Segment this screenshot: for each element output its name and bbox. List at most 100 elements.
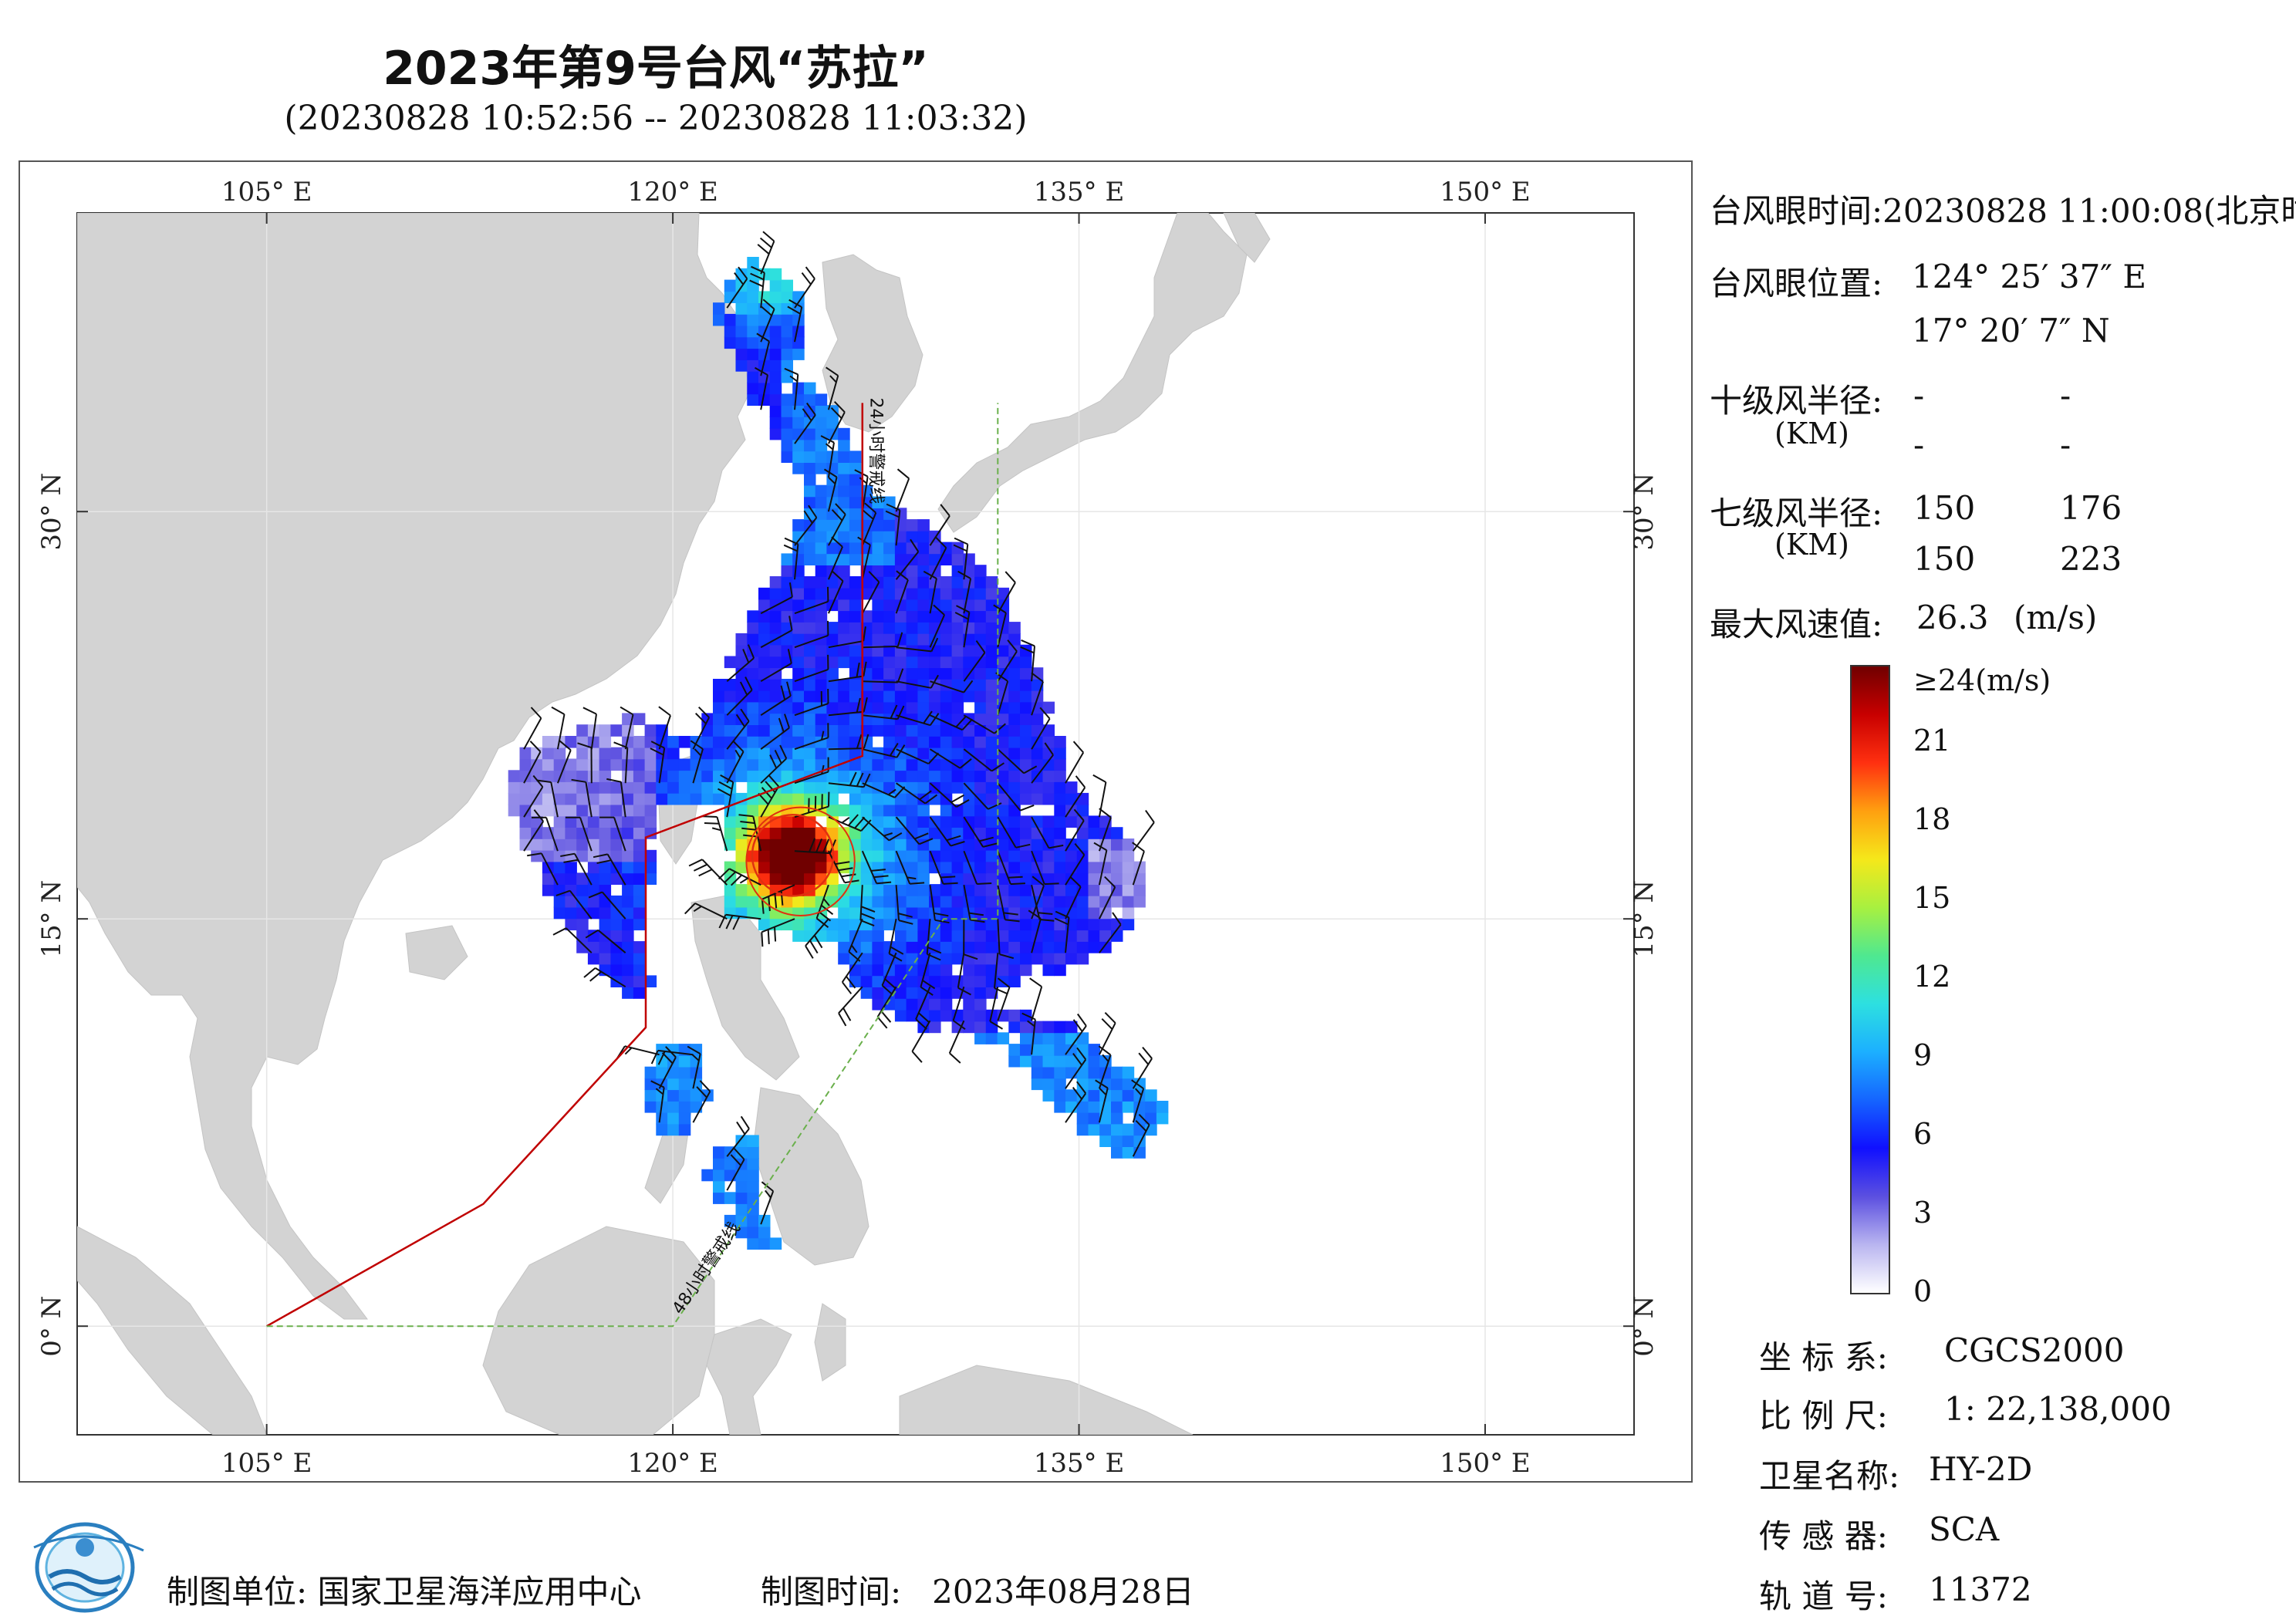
wind-cell bbox=[735, 633, 748, 646]
wind-cell bbox=[985, 987, 998, 999]
wind-barb bbox=[593, 853, 626, 886]
wind-cell bbox=[519, 804, 532, 817]
wind-cell bbox=[963, 736, 975, 748]
wind-cell bbox=[724, 1192, 737, 1204]
wind-cell bbox=[622, 975, 634, 987]
wind-barb bbox=[997, 639, 1018, 682]
wind-cell bbox=[792, 656, 805, 669]
wind-barb bbox=[552, 927, 593, 953]
wind-cell bbox=[1042, 736, 1055, 748]
wind-cell bbox=[781, 336, 793, 349]
wind-cell bbox=[633, 758, 646, 771]
wind-cell bbox=[1054, 1078, 1066, 1091]
wind-cell bbox=[860, 975, 873, 987]
wind-barb bbox=[963, 885, 985, 923]
wind-cell bbox=[883, 565, 896, 577]
wind-cell bbox=[1111, 1123, 1123, 1136]
wind-cell bbox=[951, 872, 964, 885]
wind-cell bbox=[951, 679, 964, 691]
wind-barb bbox=[920, 952, 936, 996]
hainan bbox=[405, 925, 468, 980]
wind-cell bbox=[929, 1009, 941, 1022]
colorbar-tick-label: 18 bbox=[1913, 802, 1951, 836]
wind-cell bbox=[1099, 918, 1112, 931]
wind-cell bbox=[610, 952, 623, 965]
wind-cell bbox=[826, 747, 839, 760]
wind-cell bbox=[815, 405, 828, 417]
wind-cell bbox=[519, 758, 532, 771]
wind-cell bbox=[1042, 941, 1055, 953]
wind-barb bbox=[606, 778, 626, 818]
wind-cell bbox=[735, 827, 748, 839]
wind-cell bbox=[758, 884, 771, 896]
wind-cell bbox=[1008, 701, 1021, 714]
wind-cell bbox=[769, 576, 782, 589]
wind-cell bbox=[1042, 758, 1055, 771]
wind-cell bbox=[735, 1180, 748, 1193]
wind-cell bbox=[997, 952, 1010, 965]
wind-cell bbox=[872, 587, 884, 600]
lat-label-left: 0° N bbox=[36, 1296, 67, 1357]
wind-cell bbox=[985, 930, 998, 942]
wind-cell bbox=[815, 644, 828, 657]
wind-cell bbox=[781, 279, 793, 292]
wind-cell bbox=[713, 690, 725, 703]
wind-cell bbox=[815, 861, 828, 874]
colorbar-tick-label: 21 bbox=[1913, 724, 1951, 758]
r10-value-nw: - bbox=[2060, 426, 2071, 464]
wind-cell bbox=[849, 553, 862, 565]
wind-cell bbox=[974, 633, 987, 646]
wind-cell bbox=[997, 838, 1010, 851]
wind-cell bbox=[542, 804, 555, 817]
wind-cell bbox=[826, 417, 839, 429]
wind-cell bbox=[1076, 1078, 1089, 1091]
lat-label-right: 0° N bbox=[1629, 1296, 1660, 1357]
wind-barb bbox=[726, 708, 750, 750]
wind-cell bbox=[963, 963, 975, 977]
wind-cell bbox=[622, 963, 634, 977]
wind-cell bbox=[1020, 895, 1032, 908]
wind-cell bbox=[951, 667, 964, 680]
wind-cell bbox=[1065, 792, 1078, 805]
wind-barb bbox=[692, 1080, 711, 1123]
wind-cell bbox=[838, 450, 850, 463]
wind-cell bbox=[792, 895, 805, 908]
wind-cell bbox=[656, 781, 668, 794]
wind-barb bbox=[895, 570, 909, 614]
wind-cell bbox=[667, 1089, 680, 1102]
wind-cell bbox=[1111, 1112, 1123, 1125]
wind-cell bbox=[622, 861, 634, 874]
wind-barb bbox=[582, 707, 597, 750]
wind-cell bbox=[963, 622, 975, 634]
wind-cell bbox=[769, 827, 782, 839]
wind-cell bbox=[883, 679, 896, 691]
wind-cell bbox=[735, 359, 748, 372]
wind-cell bbox=[883, 918, 896, 931]
wind-cell bbox=[838, 462, 850, 474]
wind-cell bbox=[804, 599, 816, 612]
wind-cell bbox=[838, 622, 850, 634]
wind-cell bbox=[929, 724, 941, 737]
wind-barb bbox=[859, 885, 876, 927]
wind-cell bbox=[724, 884, 737, 896]
wind-cell bbox=[792, 633, 805, 646]
wind-cell bbox=[815, 439, 828, 452]
wind-cell bbox=[1076, 1112, 1089, 1125]
wind-cell bbox=[667, 736, 680, 748]
wind-cell bbox=[519, 815, 532, 828]
wind-cell bbox=[747, 257, 759, 269]
wind-cell bbox=[792, 736, 805, 748]
wind-cell bbox=[985, 861, 998, 874]
wind-cell bbox=[587, 736, 600, 748]
wind-cell bbox=[860, 724, 873, 737]
wind-cell bbox=[1031, 827, 1044, 839]
wind-cell bbox=[1031, 815, 1044, 828]
wind-cell bbox=[1122, 884, 1135, 896]
wind-barb bbox=[536, 779, 559, 818]
wind-cell bbox=[1054, 884, 1066, 896]
eye-longitude: 124° 25′ 37″ E bbox=[1912, 258, 2146, 295]
wind-cell bbox=[792, 450, 805, 463]
wind-cell bbox=[1031, 667, 1044, 680]
wind-cell bbox=[724, 1169, 737, 1182]
wind-cell bbox=[815, 679, 828, 691]
